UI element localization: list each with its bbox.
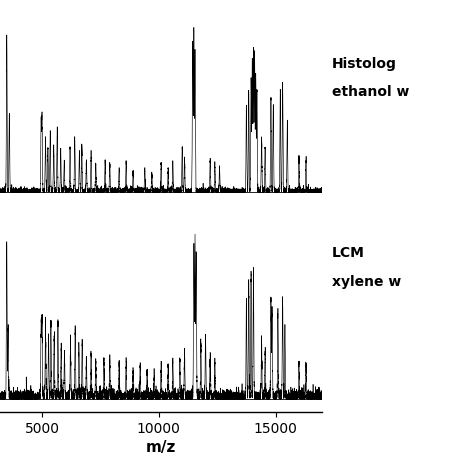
Text: Histolog: Histolog	[332, 57, 397, 71]
Text: xylene w: xylene w	[332, 275, 401, 289]
Text: LCM: LCM	[332, 246, 365, 261]
Text: ethanol w: ethanol w	[332, 85, 409, 100]
Text: m/z: m/z	[146, 440, 176, 455]
